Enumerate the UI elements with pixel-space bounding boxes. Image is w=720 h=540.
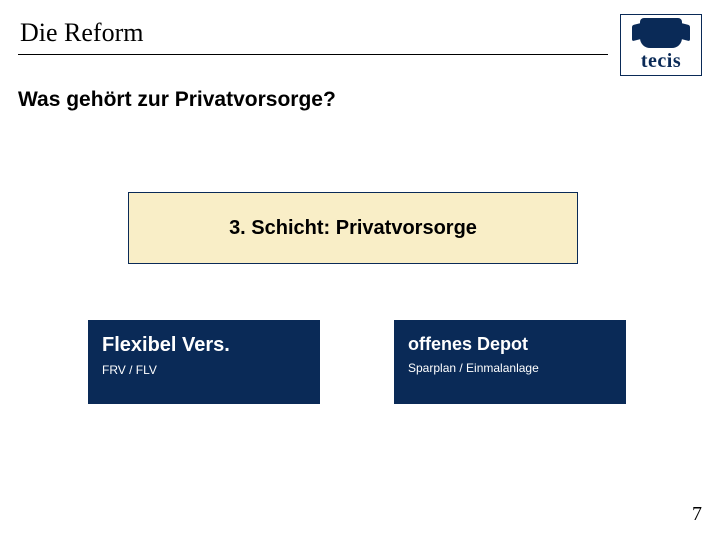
layer-label: 3. Schicht: Privatvorsorge xyxy=(229,217,477,240)
crest-icon xyxy=(640,18,682,48)
card-title: offenes Depot xyxy=(408,334,612,355)
slide: Die Reform tecis Was gehört zur Privatvo… xyxy=(0,0,720,540)
brand-logo: tecis xyxy=(620,14,702,76)
card-flexibel-versicherung: Flexibel Vers. FRV / FLV xyxy=(88,320,320,404)
card-subtitle: FRV / FLV xyxy=(102,363,306,377)
brand-logo-text: tecis xyxy=(641,50,681,73)
card-offenes-depot: offenes Depot Sparplan / Einmalanlage xyxy=(394,320,626,404)
slide-subtitle: Was gehört zur Privatvorsorge? xyxy=(18,88,336,112)
card-subtitle: Sparplan / Einmalanlage xyxy=(408,361,612,375)
layer-box: 3. Schicht: Privatvorsorge xyxy=(128,192,578,264)
title-rule xyxy=(18,54,608,55)
page-number: 7 xyxy=(692,503,702,526)
card-title: Flexibel Vers. xyxy=(102,334,306,357)
slide-title: Die Reform xyxy=(18,18,702,48)
slide-header: Die Reform tecis xyxy=(18,18,702,74)
